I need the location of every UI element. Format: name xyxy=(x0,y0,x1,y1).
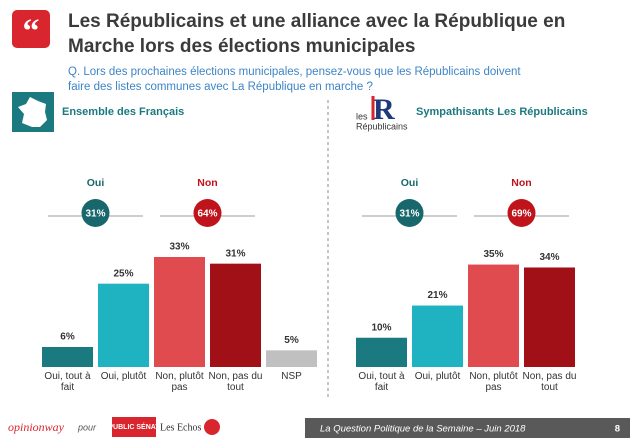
france-shape xyxy=(18,97,47,127)
value-label: 31% xyxy=(225,248,245,259)
bar xyxy=(42,347,93,367)
group-name: Oui xyxy=(401,177,419,189)
value-label: 21% xyxy=(427,290,447,301)
group-value: 64% xyxy=(197,209,217,220)
group-value: 31% xyxy=(399,209,419,220)
category-label: Oui, tout à fait xyxy=(44,371,91,393)
group-circle xyxy=(81,199,110,227)
bar xyxy=(154,257,205,367)
bar xyxy=(412,305,463,367)
page-number: 8 xyxy=(615,424,620,435)
bar xyxy=(468,264,519,367)
value-label: 33% xyxy=(169,242,189,253)
bar xyxy=(98,283,149,367)
category-label: Oui, tout à fait xyxy=(358,371,405,393)
footer-bar xyxy=(305,418,630,438)
value-label: 10% xyxy=(371,322,391,333)
bar xyxy=(524,267,575,367)
bar xyxy=(356,337,407,367)
category-label: NSP xyxy=(281,371,302,382)
title-line: Les Républicains et une alliance avec la… xyxy=(68,11,565,32)
bar xyxy=(210,263,261,367)
logo-text: Républicains xyxy=(356,121,408,131)
value-label: 6% xyxy=(60,332,75,343)
question-line: faire des listes communes avec La Républ… xyxy=(68,81,373,93)
bar xyxy=(266,350,317,367)
panel-title: Sympathisants Les Républicains xyxy=(416,106,588,118)
brand: opinionway xyxy=(8,420,65,434)
group-circle xyxy=(193,199,222,227)
footer-caption: La Question Politique de la Semaine – Ju… xyxy=(320,424,526,435)
group-name: Non xyxy=(197,177,217,189)
title-line: Marche lors des élections municipales xyxy=(68,36,415,57)
category-label: Oui, plutôt xyxy=(100,371,147,382)
footer-pour: pour xyxy=(77,422,97,432)
group-circle xyxy=(395,199,424,227)
question-line: Q. Lors des prochaines élections municip… xyxy=(68,66,521,78)
partner: Les Echos xyxy=(160,422,201,433)
category-label: Non, plutôt pas xyxy=(469,371,518,393)
category-label: Non, plutôt pas xyxy=(155,371,204,393)
partner: PUBLIC SÉNAT xyxy=(108,422,160,431)
category-label: Non, pas du tout xyxy=(208,371,263,393)
value-label: 34% xyxy=(539,252,559,263)
quote-mark: “ xyxy=(23,13,40,50)
partner-logo xyxy=(204,419,220,435)
panel-title: Ensemble des Français xyxy=(62,106,184,118)
value-label: 25% xyxy=(113,268,133,279)
group-name: Oui xyxy=(87,177,105,189)
logo-text: les xyxy=(356,111,368,121)
category-label: Oui, plutôt xyxy=(414,371,461,382)
category-label: Non, pas du tout xyxy=(522,371,577,393)
quote-icon xyxy=(12,10,50,48)
group-name: Non xyxy=(511,177,531,189)
partner-box xyxy=(112,417,156,437)
lr-logo: R xyxy=(373,93,395,126)
group-circle xyxy=(507,199,536,227)
value-label: 5% xyxy=(284,335,299,346)
value-label: 35% xyxy=(483,249,503,260)
group-value: 31% xyxy=(85,209,105,220)
group-value: 69% xyxy=(511,209,531,220)
